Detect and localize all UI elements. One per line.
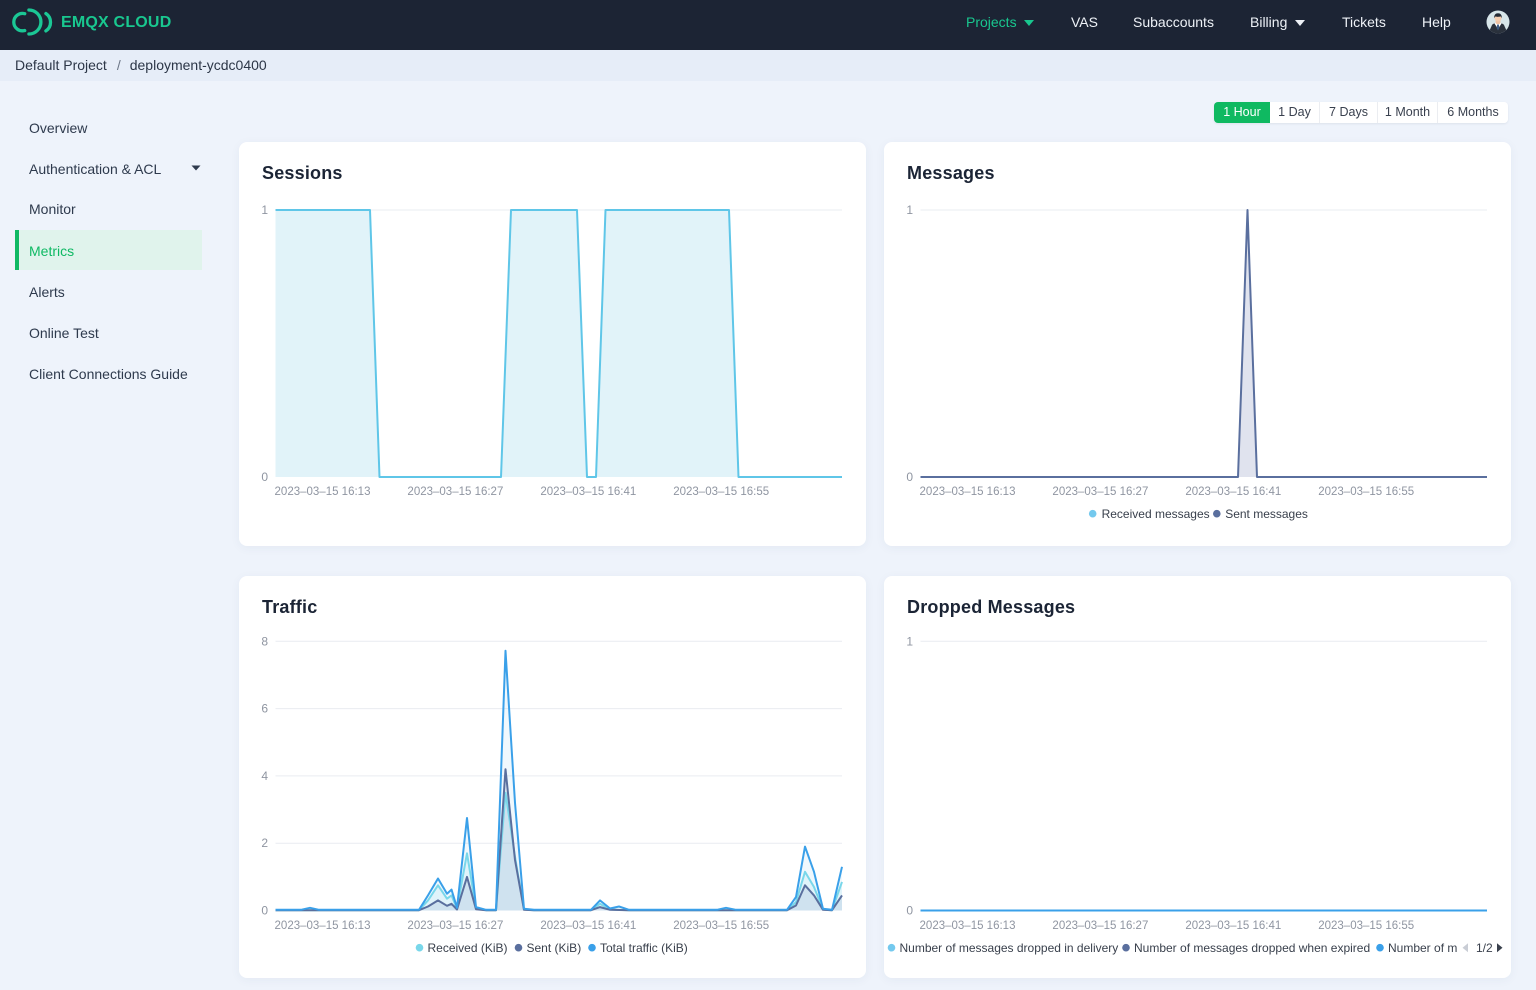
svg-text:Sent (KiB): Sent (KiB) (527, 941, 582, 955)
svg-text:1/2: 1/2 (1476, 941, 1493, 955)
svg-text:2023–03–15 16:55: 2023–03–15 16:55 (673, 920, 769, 932)
svg-text:2023–03–15 16:55: 2023–03–15 16:55 (1318, 920, 1414, 932)
svg-text:2023–03–15 16:41: 2023–03–15 16:41 (1185, 486, 1281, 498)
svg-text:2023–03–15 16:27: 2023–03–15 16:27 (407, 920, 503, 932)
svg-text:1: 1 (906, 634, 913, 648)
svg-text:1: 1 (906, 203, 913, 217)
svg-text:2023–03–15 16:13: 2023–03–15 16:13 (920, 920, 1016, 932)
svg-text:Received messages: Received messages (1102, 507, 1210, 521)
svg-text:Total traffic (KiB): Total traffic (KiB) (600, 941, 688, 955)
svg-text:2023–03–15 16:13: 2023–03–15 16:13 (275, 920, 371, 932)
svg-text:Received (KiB): Received (KiB) (428, 941, 508, 955)
svg-text:2023–03–15 16:13: 2023–03–15 16:13 (920, 486, 1016, 498)
svg-text:2023–03–15 16:41: 2023–03–15 16:41 (540, 920, 636, 932)
svg-text:1: 1 (261, 203, 268, 217)
svg-text:2: 2 (261, 836, 268, 850)
svg-text:0: 0 (906, 470, 913, 484)
svg-text:0: 0 (261, 904, 268, 918)
svg-text:Number of messages dropped in: Number of messages dropped in delivery (900, 941, 1119, 955)
svg-text:Number of m: Number of m (1388, 941, 1457, 955)
svg-text:Number of messages dropped whe: Number of messages dropped when expired (1134, 941, 1370, 955)
svg-text:2023–03–15 16:55: 2023–03–15 16:55 (1318, 486, 1414, 498)
svg-text:Sent messages: Sent messages (1225, 507, 1308, 521)
svg-text:0: 0 (261, 470, 268, 484)
svg-text:6: 6 (261, 702, 268, 716)
svg-text:2023–03–15 16:27: 2023–03–15 16:27 (1052, 486, 1148, 498)
svg-text:2023–03–15 16:27: 2023–03–15 16:27 (407, 486, 503, 498)
svg-text:0: 0 (906, 904, 913, 918)
svg-text:2023–03–15 16:41: 2023–03–15 16:41 (540, 486, 636, 498)
svg-text:8: 8 (261, 634, 268, 648)
svg-text:2023–03–15 16:55: 2023–03–15 16:55 (673, 486, 769, 498)
svg-text:2023–03–15 16:27: 2023–03–15 16:27 (1052, 920, 1148, 932)
svg-text:2023–03–15 16:13: 2023–03–15 16:13 (275, 486, 371, 498)
svg-text:2023–03–15 16:41: 2023–03–15 16:41 (1185, 920, 1281, 932)
svg-text:4: 4 (261, 769, 268, 783)
